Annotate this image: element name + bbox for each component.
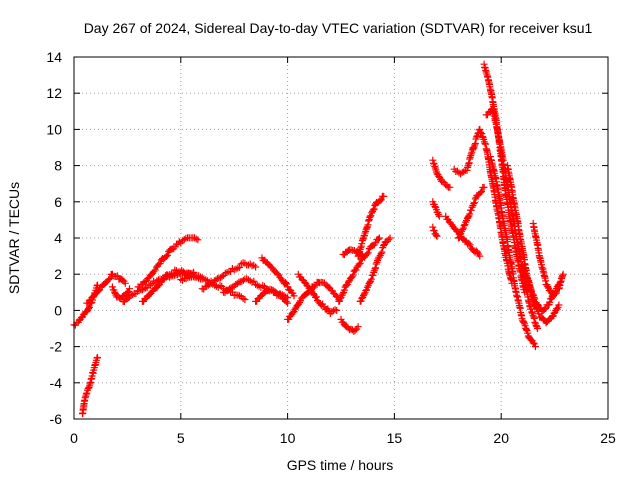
data-series-seg13 bbox=[284, 278, 343, 323]
y-tick-label: 14 bbox=[46, 49, 62, 65]
data-series-seg29 bbox=[504, 162, 563, 327]
y-tick-label: 4 bbox=[54, 230, 62, 246]
y-tick-label: 2 bbox=[54, 266, 62, 282]
y-tick-label: 0 bbox=[54, 302, 62, 318]
x-axis-label: GPS time / hours bbox=[287, 457, 394, 473]
y-tick-label: -2 bbox=[50, 339, 63, 355]
data-series-seg8 bbox=[177, 273, 249, 303]
y-tick-label: -6 bbox=[50, 411, 63, 427]
data-series-seg1 bbox=[70, 281, 101, 329]
y-tick-label: 12 bbox=[46, 85, 62, 101]
data-series-seg21 bbox=[429, 198, 443, 220]
x-axis-ticks: 0 5 10 15 20 25 bbox=[70, 57, 616, 446]
x-tick-label: 25 bbox=[600, 430, 616, 446]
data-series-seg2 bbox=[79, 354, 101, 418]
data-series-seg30 bbox=[529, 220, 567, 301]
y-tick-label: 8 bbox=[54, 158, 62, 174]
y-tick-label: 10 bbox=[46, 121, 62, 137]
x-tick-label: 10 bbox=[280, 430, 296, 446]
data-series-seg4 bbox=[108, 283, 133, 303]
data-series-seg15 bbox=[337, 315, 362, 335]
x-tick-label: 0 bbox=[70, 430, 78, 446]
data-series-seg3 bbox=[83, 270, 129, 307]
data-series-seg24 bbox=[450, 125, 516, 287]
data-series-seg22 bbox=[429, 223, 441, 240]
data-series-seg19 bbox=[356, 234, 394, 305]
y-axis-label: SDTVAR / TECUs bbox=[6, 182, 22, 294]
data-series-seg18 bbox=[339, 246, 366, 260]
data-series-seg23 bbox=[442, 212, 484, 260]
y-axis-ticks: -6 -4 -2 0 2 4 6 8 10 12 14 bbox=[46, 49, 608, 427]
x-tick-label: 20 bbox=[493, 430, 509, 446]
data-series-seg20 bbox=[429, 156, 454, 191]
x-tick-label: 5 bbox=[177, 430, 185, 446]
grid bbox=[74, 57, 608, 419]
data-series-seg11 bbox=[252, 285, 292, 307]
data-series-seg25 bbox=[455, 183, 488, 242]
y-tick-label: 6 bbox=[54, 194, 62, 210]
data-series-seg28 bbox=[487, 153, 539, 351]
data-series-seg6 bbox=[134, 234, 202, 291]
x-tick-label: 15 bbox=[387, 430, 403, 446]
y-tick-label: -4 bbox=[50, 375, 63, 391]
chart-title: Day 267 of 2024, Sidereal Day-to-day VTE… bbox=[84, 20, 593, 36]
data-series-seg9 bbox=[198, 259, 260, 293]
data-series-seg12 bbox=[258, 254, 298, 300]
data-series-seg14 bbox=[294, 270, 341, 317]
data-series-seg31 bbox=[519, 261, 565, 315]
data-points bbox=[70, 60, 567, 418]
